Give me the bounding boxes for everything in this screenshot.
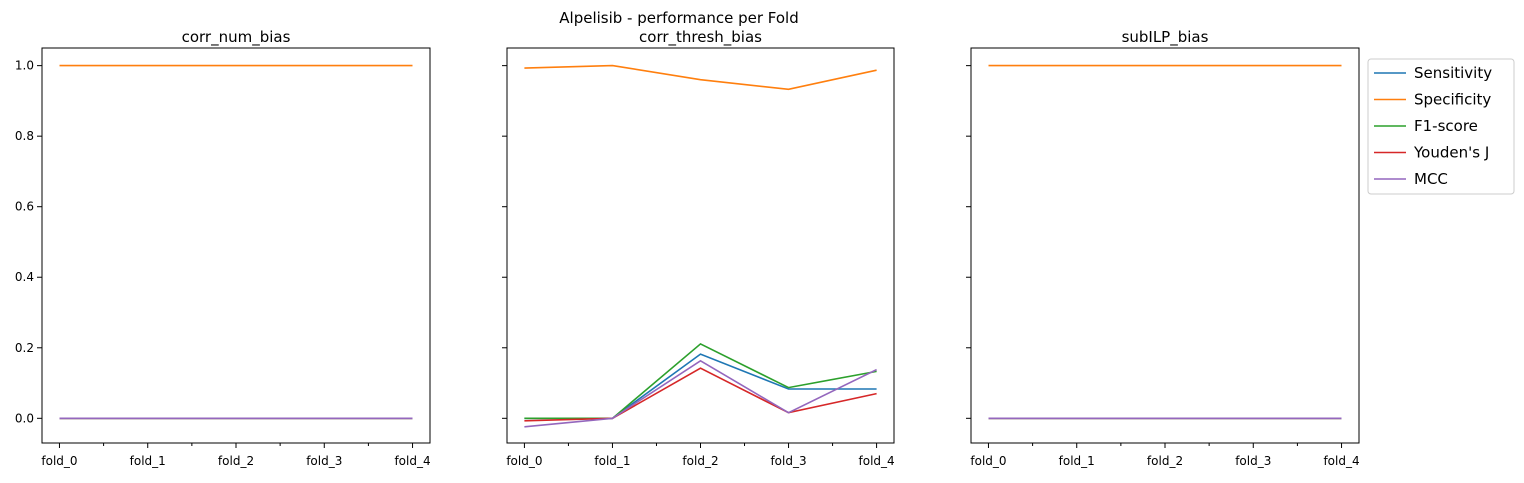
x-tick-label: fold_4: [394, 454, 430, 468]
plot-frame: [41, 47, 431, 444]
x-tick-label: fold_1: [130, 454, 166, 468]
panel-title: corr_thresh_bias: [639, 28, 762, 47]
panel-3: subILP_bias fold_0 fold_1 fold_2 fold_3 fold_…: [966, 28, 1360, 468]
y-tick-label: 1.0: [15, 59, 34, 73]
x-tick-label: fold_2: [1147, 454, 1183, 468]
legend-label: Sensitivity: [1414, 64, 1492, 82]
panel-title: corr_num_bias: [182, 28, 291, 47]
y-tick-label: 0.6: [15, 200, 34, 214]
legend: Sensitivity Specificity F1-score Youden's J…: [1367, 58, 1515, 195]
legend-label: Specificity: [1414, 91, 1491, 109]
x-tick-label: fold_3: [306, 454, 342, 468]
x-tick-label: fold_4: [859, 454, 895, 468]
series-line-youden-s-j: [524, 367, 877, 422]
plot-frame: [506, 47, 895, 444]
x-tick-label: fold_2: [218, 454, 254, 468]
y-tick-label: 0.0: [15, 411, 34, 425]
series-line-f1-score: [524, 342, 877, 420]
panel-1: corr_num_bias 0.0 0.2 0.4 0.6 0.8 1.0 fold_0 fol…: [15, 28, 431, 468]
x-tick-label: fold_0: [41, 454, 77, 468]
x-tick-label: fold_3: [770, 454, 806, 468]
x-tick-label: fold_4: [1323, 454, 1359, 468]
x-tick-label: fold_1: [1059, 454, 1095, 468]
legend-box: [1367, 58, 1515, 195]
legend-label: F1-score: [1414, 117, 1478, 135]
series-line-sensitivity: [524, 353, 877, 420]
y-tick-label: 0.4: [15, 270, 34, 284]
legend-label: Youden's J: [1413, 144, 1489, 162]
panel-title: subILP_bias: [1122, 28, 1209, 47]
series-line-specificity: [524, 64, 877, 91]
x-tick-label: fold_1: [594, 454, 630, 468]
panel-2: corr_thresh_bias fold_0 fold_1 fold_2 fold_3…: [502, 28, 895, 468]
x-tick-label: fold_2: [682, 454, 718, 468]
x-tick-label: fold_3: [1235, 454, 1271, 468]
legend-label: MCC: [1414, 170, 1448, 188]
x-tick-label: fold_0: [506, 454, 542, 468]
figure-title: Alpelisib - performance per Fold: [559, 9, 798, 27]
plot-frame: [970, 47, 1360, 444]
y-tick-label: 0.8: [15, 129, 34, 143]
y-tick-label: 0.2: [15, 341, 34, 355]
series-line-mcc: [524, 359, 877, 428]
x-tick-label: fold_0: [970, 454, 1006, 468]
